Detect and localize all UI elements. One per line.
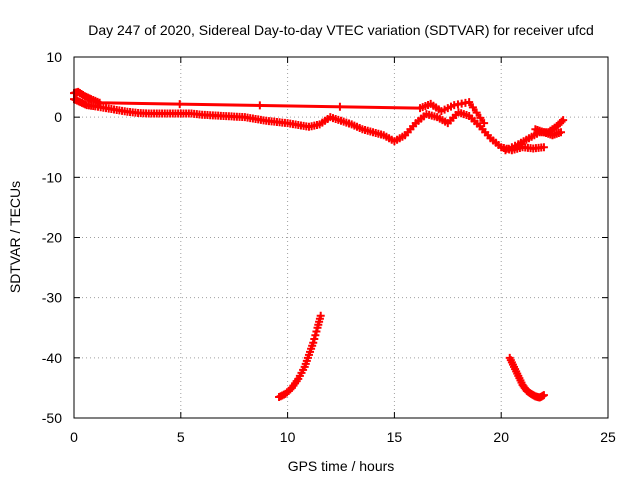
series-arc-2 xyxy=(505,353,548,402)
chart-title: Day 247 of 2020, Sidereal Day-to-day VTE… xyxy=(88,22,594,38)
data-point xyxy=(175,100,184,109)
data-point xyxy=(476,113,485,122)
data-point xyxy=(309,338,318,347)
y-tick-label: 10 xyxy=(46,49,62,65)
data-point xyxy=(312,327,321,336)
data-point xyxy=(311,331,320,340)
data-point xyxy=(335,102,344,111)
data-point xyxy=(472,108,481,117)
x-tick-label: 5 xyxy=(177,429,185,445)
y-tick-label: -50 xyxy=(42,410,62,426)
data-point xyxy=(539,391,548,400)
series-arc-1 xyxy=(275,311,325,401)
series-upper-branch xyxy=(70,87,489,128)
x-tick-label: 0 xyxy=(70,429,78,445)
data-point xyxy=(95,98,104,107)
data-points xyxy=(70,87,568,402)
data-point xyxy=(468,103,477,112)
x-axis-label: GPS time / hours xyxy=(288,458,395,474)
y-tick-label: -30 xyxy=(42,290,62,306)
x-tick-label: 15 xyxy=(387,429,403,445)
data-point xyxy=(316,311,325,320)
x-tick-label: 25 xyxy=(600,429,616,445)
data-point xyxy=(539,143,548,152)
x-tick-label: 20 xyxy=(493,429,509,445)
data-point xyxy=(310,335,319,344)
y-axis-label: SDTVAR / TECUs xyxy=(7,181,23,293)
data-point xyxy=(465,98,474,107)
y-tick-label: 0 xyxy=(54,109,62,125)
data-point xyxy=(559,116,568,125)
y-tick-label: -40 xyxy=(42,350,62,366)
data-point xyxy=(255,101,264,110)
series-late-cross-branch xyxy=(531,125,566,140)
x-tick-label: 10 xyxy=(280,429,296,445)
y-tick-label: -20 xyxy=(42,230,62,246)
series-main-trend xyxy=(70,95,548,155)
axis-ticks: 0 5 10 15 20 25 10 0 -10 -20 -30 -40 -50 xyxy=(42,49,616,445)
y-tick-label: -10 xyxy=(42,169,62,185)
data-point xyxy=(557,128,566,137)
data-point xyxy=(557,117,566,126)
data-point xyxy=(480,119,489,128)
